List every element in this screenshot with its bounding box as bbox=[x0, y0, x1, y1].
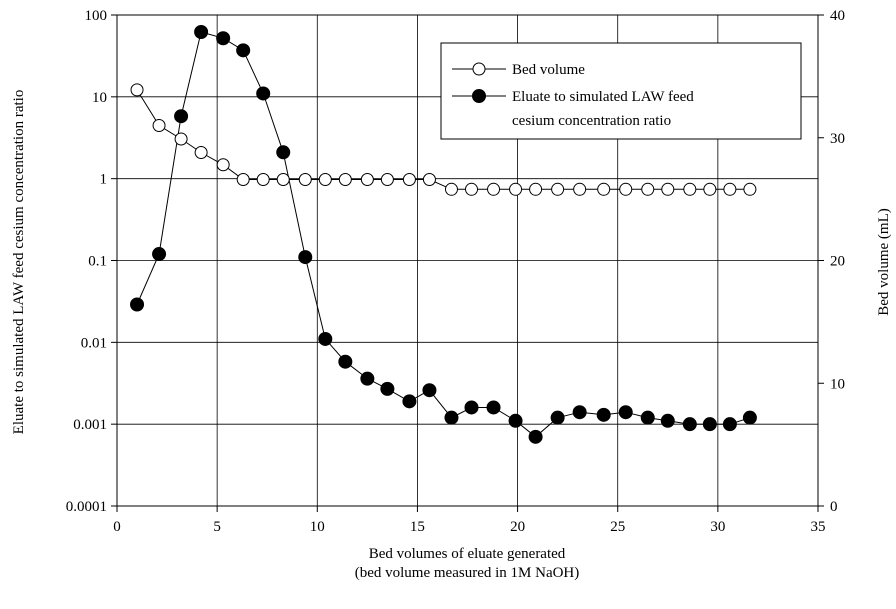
y-left-tick-label: 1 bbox=[100, 172, 108, 188]
bed-volume-point bbox=[487, 182, 501, 196]
legend-label-bed-volume: Bed volume bbox=[512, 62, 585, 78]
cesium-ratio-point bbox=[216, 31, 231, 46]
cesium-ratio-point bbox=[702, 417, 717, 432]
bed-volume-point bbox=[619, 182, 633, 196]
cesium-ratio-point bbox=[360, 371, 375, 386]
cesium-ratio-point bbox=[596, 407, 611, 422]
bed-volume-point bbox=[703, 182, 717, 196]
bed-volume-point bbox=[683, 182, 697, 196]
bed-volume-point bbox=[174, 132, 188, 146]
bed-volume-point bbox=[236, 172, 250, 186]
cesium-ratio-point bbox=[508, 413, 523, 428]
cesium-ratio-point bbox=[528, 429, 543, 444]
y-axis-left-title: Eluate to simulated LAW feed cesium conc… bbox=[11, 90, 27, 435]
x-tick-label: 20 bbox=[510, 519, 525, 535]
cesium-ratio-point bbox=[318, 331, 333, 346]
cesium-ratio-point bbox=[256, 86, 271, 101]
y-right-tick-label: 30 bbox=[830, 131, 845, 147]
cesium-ratio-point bbox=[298, 250, 313, 265]
cesium-ratio-point bbox=[486, 400, 501, 415]
bed-volume-point bbox=[402, 172, 416, 186]
cesium-ratio-point bbox=[236, 43, 251, 58]
bed-volume-point bbox=[256, 172, 270, 186]
cesium-ratio-point bbox=[640, 410, 655, 425]
legend-marker-cesium-ratio bbox=[472, 89, 486, 103]
cesium-ratio-point bbox=[550, 410, 565, 425]
cesium-ratio-point bbox=[618, 405, 633, 420]
bed-volume-point bbox=[130, 83, 144, 97]
bed-volume-point bbox=[422, 172, 436, 186]
bed-volume-point bbox=[465, 182, 479, 196]
bed-volume-point bbox=[152, 118, 166, 132]
cesium-ratio-point bbox=[130, 297, 145, 312]
y-right-tick-label: 10 bbox=[830, 376, 845, 392]
bed-volume-point bbox=[641, 182, 655, 196]
cesium-ratio-point bbox=[194, 24, 209, 39]
bed-volume-point bbox=[360, 172, 374, 186]
y-left-tick-label: 0.0001 bbox=[66, 499, 107, 515]
cesium-ratio-point bbox=[152, 247, 167, 262]
bed-volume-point bbox=[551, 182, 565, 196]
y-right-tick-label: 0 bbox=[830, 499, 838, 515]
cesium-ratio-point bbox=[174, 109, 189, 124]
bed-volume-point bbox=[194, 145, 208, 159]
y-left-tick-label: 0.01 bbox=[81, 335, 107, 351]
y-axis-right-title: Bed volume (mL) bbox=[876, 208, 892, 315]
legend-label-cesium-ratio-line1: Eluate to simulated LAW feed bbox=[512, 89, 694, 105]
x-tick-label: 30 bbox=[710, 519, 725, 535]
cesium-ratio-point bbox=[380, 381, 395, 396]
bed-volume-point bbox=[298, 172, 312, 186]
cesium-ratio-point bbox=[464, 400, 479, 415]
x-tick-label: 25 bbox=[610, 519, 625, 535]
cesium-ratio-point bbox=[742, 410, 757, 425]
legend-label-cesium-ratio-line2: cesium concentration ratio bbox=[512, 113, 671, 129]
cesium-ratio-point bbox=[444, 410, 459, 425]
legend-box bbox=[440, 42, 802, 140]
x-axis-title-line1: Bed volumes of eluate generated bbox=[369, 546, 566, 562]
bed-volume-point bbox=[216, 158, 230, 172]
data-markers bbox=[130, 24, 757, 444]
bed-volume-point bbox=[444, 182, 458, 196]
y-left-tick-label: 0.1 bbox=[88, 254, 107, 270]
legend-marker-bed-volume bbox=[472, 62, 486, 76]
y-left-tick-label: 10 bbox=[92, 90, 107, 106]
cesium-ratio-point bbox=[402, 394, 417, 409]
bed-volume-point bbox=[573, 182, 587, 196]
cesium-ratio-point bbox=[422, 383, 437, 398]
x-tick-label: 15 bbox=[410, 519, 425, 535]
x-tick-label: 0 bbox=[113, 519, 121, 535]
bed-volume-point bbox=[380, 172, 394, 186]
y-right-tick-label: 40 bbox=[830, 8, 845, 24]
cesium-ratio-point bbox=[722, 417, 737, 432]
y-right-tick-label: 20 bbox=[830, 254, 845, 270]
bed-volume-point bbox=[723, 182, 737, 196]
bed-volume-point bbox=[661, 182, 675, 196]
cesium-ratio-point bbox=[572, 405, 587, 420]
cesium-ratio-point bbox=[682, 417, 697, 432]
x-tick-label: 35 bbox=[811, 519, 826, 535]
bed-volume-point bbox=[743, 182, 757, 196]
x-tick-label: 5 bbox=[213, 519, 221, 535]
bed-volume-point bbox=[276, 172, 290, 186]
cesium-ratio-point bbox=[276, 145, 291, 160]
legend: Bed volume Eluate to simulated LAW feed … bbox=[440, 42, 802, 140]
cesium-ratio-point bbox=[338, 354, 353, 369]
x-tick-label: 10 bbox=[310, 519, 325, 535]
axis-ticks: 0 5 10 15 20 25 30 35 0.0001 0.001 0.01 0.1 1 10 100 0 1… bbox=[66, 8, 845, 535]
bed-volume-point bbox=[338, 172, 352, 186]
y-left-tick-label: 100 bbox=[85, 8, 108, 24]
bed-volume-point bbox=[597, 182, 611, 196]
x-axis-title-line2: (bed volume measured in 1M NaOH) bbox=[355, 565, 580, 581]
bed-volume-point bbox=[509, 182, 523, 196]
cesium-ratio-point bbox=[660, 413, 675, 428]
bed-volume-point bbox=[318, 172, 332, 186]
bed-volume-point bbox=[529, 182, 543, 196]
y-left-tick-label: 0.001 bbox=[73, 417, 107, 433]
